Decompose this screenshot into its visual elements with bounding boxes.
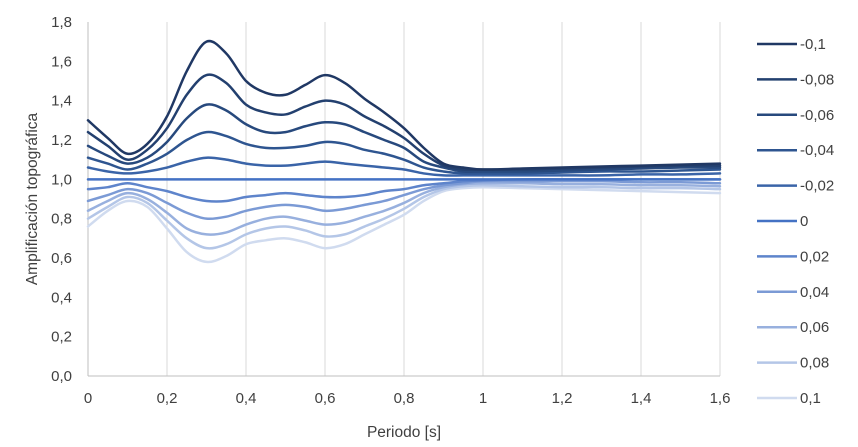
x-tick-label: 0,2 (157, 390, 178, 407)
x-tick-label: 0 (84, 390, 92, 407)
legend-label: 0,06 (800, 319, 829, 336)
series-line (86, 185, 722, 264)
legend-label: 0,02 (800, 248, 829, 265)
legend-label: -0,06 (800, 107, 834, 124)
series-lines (86, 39, 722, 264)
x-tick-label: 0,4 (236, 390, 257, 407)
legend-label: 0,04 (800, 284, 829, 301)
legend-label: 0,1 (800, 390, 821, 407)
series-line (86, 179, 722, 221)
x-tick-label: 1,6 (710, 390, 731, 407)
x-axis-title: Periodo [s] (367, 424, 441, 441)
y-tick-label: 0,8 (51, 211, 72, 228)
axes (87, 22, 720, 377)
legend-label: -0,1 (800, 36, 826, 53)
y-tick-label: 1,0 (51, 171, 72, 188)
legend-label: -0,04 (800, 142, 834, 159)
series-line (86, 103, 722, 174)
series-line (86, 39, 722, 171)
y-tick-label: 0,2 (51, 329, 72, 346)
legend-label: -0,02 (800, 178, 834, 195)
y-tick-label: 1,2 (51, 132, 72, 149)
x-tick-label: 1,2 (552, 390, 573, 407)
x-tick-label: 1,4 (631, 390, 652, 407)
legend-label: 0 (800, 213, 808, 230)
y-tick-label: 1,6 (51, 53, 72, 70)
y-tick-label: 1,4 (51, 93, 72, 110)
x-tick-label: 0,6 (315, 390, 336, 407)
series-line (86, 183, 722, 250)
y-tick-label: 0,6 (51, 250, 72, 267)
tick-labels: 0 0,2 0,4 0,6 0,8 1 1,2 1,4 1,6 0,0 0,2 0,4 0,6 0,8 1,… (51, 14, 730, 407)
legend-label: 0,08 (800, 355, 829, 372)
y-axis-title: Amplificación topográfica (24, 112, 41, 285)
y-tick-label: 1,8 (51, 14, 72, 31)
legend: -0,1 -0,08 -0,06 -0,04 -0,02 0 0,02 0,04 0,06 0,0… (757, 36, 834, 407)
x-tick-label: 1 (479, 390, 487, 407)
x-tick-label: 0,8 (394, 390, 415, 407)
legend-label: -0,08 (800, 71, 834, 88)
series-line (86, 181, 722, 236)
series-line (86, 130, 722, 175)
grid (166, 22, 721, 376)
y-tick-label: 0,4 (51, 289, 72, 306)
y-tick-label: 0,0 (51, 368, 72, 385)
series-line (86, 156, 722, 177)
